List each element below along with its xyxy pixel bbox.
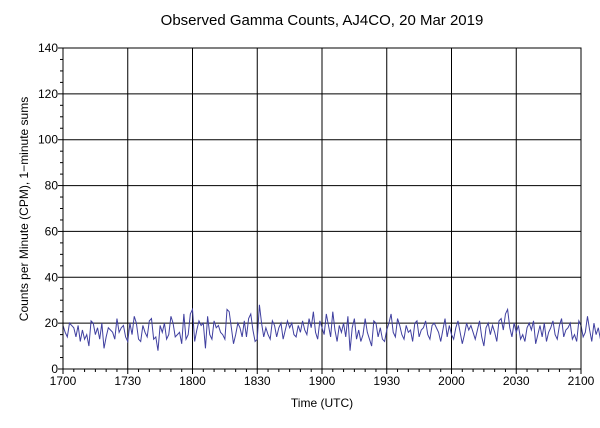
y-tick-label: 140 bbox=[38, 41, 58, 55]
y-tick-label: 0 bbox=[51, 362, 58, 376]
y-tick-label: 60 bbox=[45, 224, 59, 238]
y-axis-label: Counts per Minute (CPM), 1−minute sums bbox=[17, 97, 31, 321]
x-tick-label: 1830 bbox=[244, 374, 271, 388]
chart-title: Observed Gamma Counts, AJ4CO, 20 Mar 201… bbox=[161, 12, 484, 29]
chart-grid bbox=[62, 47, 582, 370]
x-tick-label: 1900 bbox=[309, 374, 336, 388]
x-tick-label: 1700 bbox=[50, 374, 77, 388]
x-axis-label: Time (UTC) bbox=[291, 396, 353, 410]
x-tick-label: 1930 bbox=[373, 374, 400, 388]
y-axis-tick-labels: 0 20 40 60 80 100 120 140 bbox=[38, 41, 58, 376]
y-tick-label: 40 bbox=[45, 270, 59, 284]
y-tick-label: 120 bbox=[38, 87, 58, 101]
y-tick-label: 100 bbox=[38, 133, 58, 147]
x-axis-tick-labels: 1700 1730 1800 1830 1900 1930 2000 2030 2100 bbox=[50, 374, 595, 388]
y-tick-label: 20 bbox=[45, 316, 59, 330]
x-tick-label: 2100 bbox=[568, 374, 595, 388]
axis-ticks bbox=[58, 47, 582, 374]
x-tick-label: 1800 bbox=[179, 374, 206, 388]
x-tick-label: 1730 bbox=[114, 374, 141, 388]
y-tick-label: 80 bbox=[45, 179, 59, 193]
series-line-gamma-counts bbox=[62, 304, 600, 351]
x-tick-label: 2030 bbox=[503, 374, 530, 388]
x-tick-label: 2000 bbox=[438, 374, 465, 388]
